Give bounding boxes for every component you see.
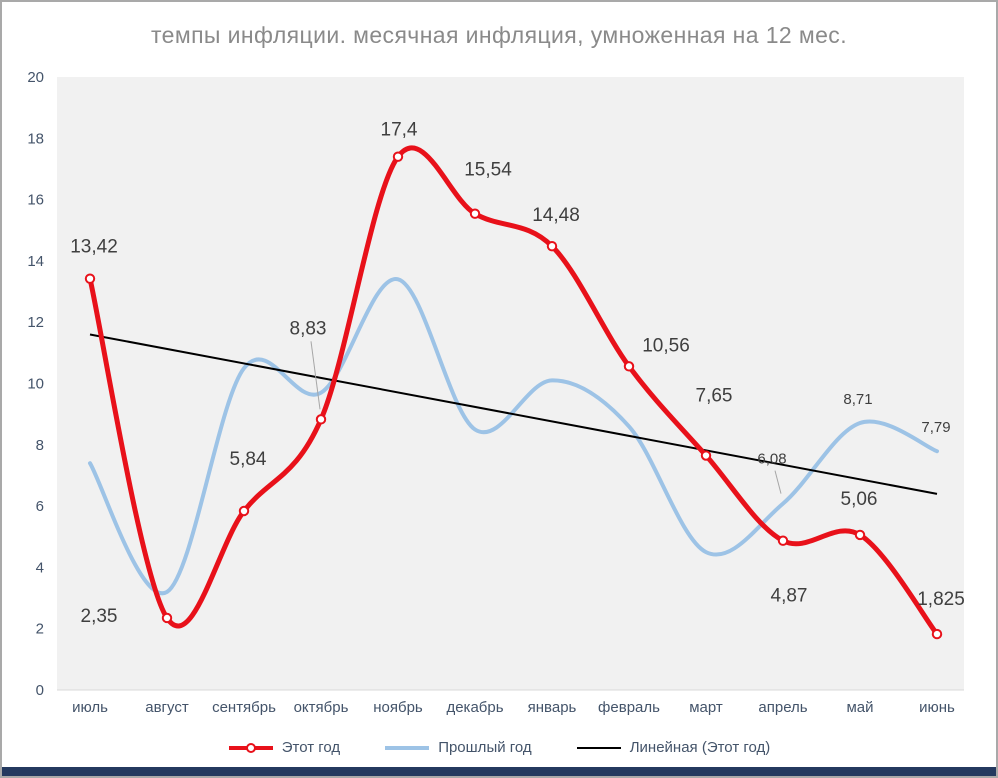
svg-text:18: 18 — [27, 130, 44, 147]
svg-text:4,87: 4,87 — [771, 586, 808, 607]
svg-text:10,56: 10,56 — [642, 335, 690, 356]
svg-text:16: 16 — [27, 192, 44, 209]
svg-text:10: 10 — [27, 376, 44, 393]
data-labels-this-year: 13,42 2,35 5,84 8,83 17,4 15,54 14,48 10,56 7,65… — [70, 120, 965, 627]
legend: Этот год Прошлый год Линейная (Этот год) — [2, 739, 996, 756]
svg-text:5,06: 5,06 — [841, 489, 878, 510]
svg-text:сентябрь: сентябрь — [212, 699, 276, 716]
chart-title: темпы инфляции. месячная инфляция, умнож… — [151, 22, 847, 48]
svg-text:6,08: 6,08 — [757, 451, 786, 468]
svg-text:6: 6 — [36, 498, 44, 515]
x-axis-category-labels: июль август сентябрь октябрь ноябрь декабрь ян… — [72, 699, 955, 716]
svg-text:7,79: 7,79 — [921, 419, 950, 436]
svg-text:0: 0 — [36, 682, 44, 699]
svg-text:июнь: июнь — [919, 699, 955, 716]
svg-text:8,83: 8,83 — [290, 318, 327, 339]
y-axis-tick-labels: 0 2 4 6 8 10 12 14 16 18 20 — [27, 69, 44, 699]
plot-svg: 0 2 4 6 8 10 12 14 16 18 20 июль август сентябрь октяб… — [27, 69, 965, 716]
svg-text:8: 8 — [36, 437, 44, 454]
svg-text:2,35: 2,35 — [81, 606, 118, 627]
svg-text:апрель: апрель — [758, 699, 807, 716]
legend-line-sample-this-year-icon — [228, 742, 273, 753]
svg-text:20: 20 — [27, 69, 44, 86]
svg-text:14: 14 — [27, 253, 44, 270]
series-last-year-line — [88, 277, 939, 596]
data-labels-last-year: 6,08 8,71 7,79 — [757, 391, 951, 494]
svg-text:15,54: 15,54 — [464, 160, 512, 181]
svg-text:13,42: 13,42 — [70, 237, 118, 258]
svg-text:7,65: 7,65 — [696, 386, 733, 407]
svg-text:5,84: 5,84 — [230, 449, 267, 470]
svg-text:17,4: 17,4 — [381, 120, 418, 141]
bottom-bar — [2, 767, 996, 776]
legend-label-trendline: Линейная (Этот год) — [629, 739, 771, 756]
legend-line-sample-last-year-icon — [385, 745, 430, 750]
svg-text:декабрь: декабрь — [446, 699, 503, 716]
svg-text:август: август — [145, 699, 189, 716]
legend-item-trendline: Линейная (Этот год) — [576, 739, 771, 756]
trendline-this-year — [89, 333, 938, 495]
svg-text:12: 12 — [27, 314, 44, 331]
legend-item-this-year: Этот год — [228, 739, 340, 756]
svg-text:14,48: 14,48 — [532, 205, 580, 226]
legend-label-this-year: Этот год — [281, 739, 341, 756]
legend-label-last-year: Прошлый год — [438, 739, 532, 756]
svg-text:1,825: 1,825 — [917, 589, 965, 610]
series-this-year-markers — [84, 151, 943, 640]
legend-line-sample-trendline-icon — [576, 746, 621, 749]
svg-text:январь: январь — [528, 699, 577, 716]
svg-text:май: май — [846, 699, 873, 716]
svg-text:февраль: февраль — [598, 699, 660, 716]
svg-text:4: 4 — [36, 559, 44, 576]
legend-item-last-year: Прошлый год — [384, 739, 532, 756]
svg-text:октябрь: октябрь — [294, 699, 349, 716]
svg-text:ноябрь: ноябрь — [373, 699, 423, 716]
svg-text:март: март — [689, 699, 723, 716]
svg-text:2: 2 — [36, 621, 44, 638]
svg-text:июль: июль — [72, 699, 108, 716]
svg-text:8,71: 8,71 — [843, 391, 872, 408]
